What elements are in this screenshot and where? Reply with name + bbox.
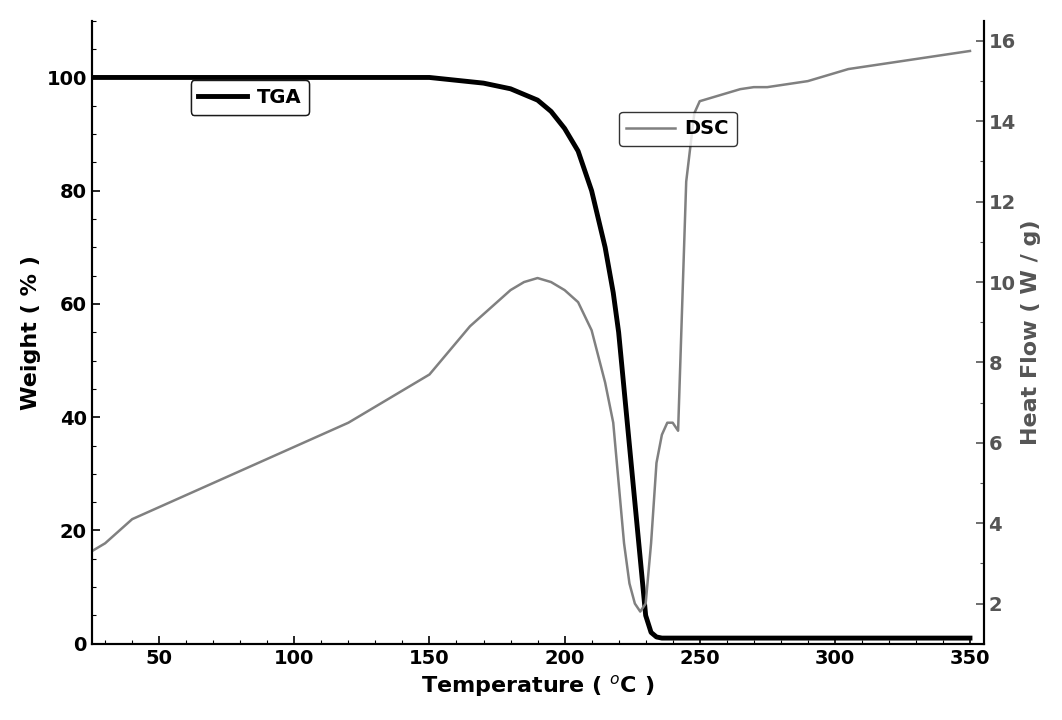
TGA (963, 634, 976, 642)
TGA (85, 73, 98, 82)
X-axis label: Temperature ( $^o$C ): Temperature ( $^o$C ) (421, 673, 654, 699)
TGA (937, 634, 949, 642)
DSC (963, 47, 976, 55)
Line: DSC: DSC (91, 51, 970, 611)
DSC (720, 89, 733, 97)
TGA (369, 73, 381, 82)
DSC (504, 286, 517, 294)
DSC (477, 310, 490, 318)
TGA (678, 634, 690, 642)
Line: TGA: TGA (91, 78, 970, 638)
DSC (618, 539, 631, 548)
DSC (950, 49, 963, 58)
Legend: TGA: TGA (190, 81, 309, 115)
Y-axis label: Weight ( % ): Weight ( % ) (21, 255, 40, 410)
DSC (629, 599, 641, 608)
Legend: DSC: DSC (619, 112, 737, 146)
DSC (85, 547, 98, 556)
TGA (655, 634, 668, 642)
TGA (661, 634, 673, 642)
DSC (634, 607, 647, 616)
TGA (491, 81, 503, 90)
TGA (477, 78, 490, 87)
Y-axis label: Heat Flow ( W / g): Heat Flow ( W / g) (1022, 220, 1041, 445)
